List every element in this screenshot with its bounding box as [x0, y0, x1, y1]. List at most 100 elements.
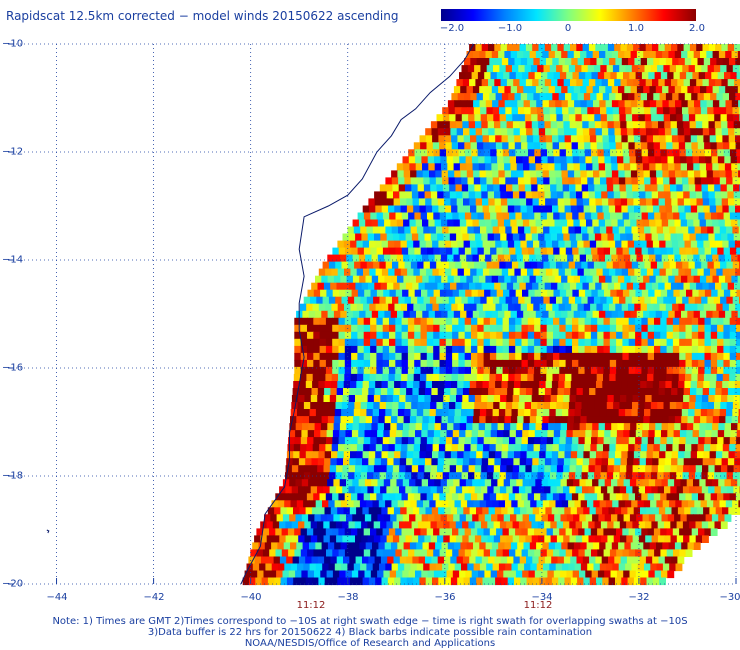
wind-cell: [499, 261, 507, 270]
wind-cell: [630, 100, 638, 108]
wind-cell: [287, 528, 295, 536]
wind-cell: [503, 514, 511, 522]
wind-cell: [336, 535, 343, 543]
wind-cell: [522, 254, 530, 263]
wind-cell: [282, 570, 290, 579]
wind-cell: [464, 317, 472, 326]
wind-cell: [331, 451, 338, 459]
wind-cell: [658, 507, 666, 515]
wind-cell: [428, 479, 435, 487]
wind-cell: [734, 240, 740, 249]
wind-cell: [558, 240, 566, 249]
wind-cell: [470, 142, 478, 150]
wind-cell: [693, 479, 700, 487]
wind-cell: [457, 303, 465, 312]
wind-cell: [505, 409, 513, 417]
wind-cell: [631, 563, 639, 572]
wind-cell: [504, 254, 511, 263]
wind-cell: [731, 219, 738, 228]
wind-cell: [463, 303, 471, 312]
wind-cell: [393, 233, 400, 242]
wind-cell: [373, 486, 381, 494]
wind-cell: [358, 423, 366, 431]
wind-cell: [332, 493, 339, 501]
wind-cell: [716, 93, 724, 101]
wind-cell: [356, 268, 364, 277]
wind-cell: [676, 191, 684, 199]
wind-cell: [686, 479, 694, 487]
wind-cell: [694, 296, 702, 305]
wind-cell: [430, 465, 438, 473]
wind-cell: [679, 317, 687, 326]
wind-cell: [371, 254, 379, 263]
wind-cell: [394, 451, 401, 459]
wind-cell: [515, 331, 523, 340]
wind-cell: [649, 163, 657, 171]
wind-cell: [411, 472, 419, 480]
wind-cell: [344, 493, 352, 501]
wind-cell: [561, 51, 569, 59]
wind-cell: [685, 324, 693, 333]
wind-cell: [634, 240, 641, 249]
wind-cell: [492, 409, 500, 417]
wind-cell: [661, 570, 668, 579]
wind-cell: [371, 275, 379, 284]
wind-cell: [676, 486, 684, 494]
wind-cell: [593, 226, 601, 235]
wind-cell: [706, 51, 714, 59]
wind-cell: [385, 226, 393, 235]
wind-cell: [291, 521, 299, 529]
wind-cell: [694, 226, 702, 235]
wind-cell: [728, 135, 736, 143]
wind-cell: [490, 156, 498, 164]
wind-cell: [631, 261, 639, 270]
wind-cell: [610, 570, 618, 579]
wind-cell: [443, 395, 451, 403]
wind-cell: [734, 507, 740, 515]
wind-cell: [511, 563, 519, 572]
wind-cell: [359, 275, 367, 284]
wind-cell: [553, 324, 560, 333]
wind-cell: [581, 402, 589, 410]
wind-cell: [496, 549, 504, 557]
wind-cell: [500, 191, 508, 199]
wind-cell: [498, 500, 506, 508]
wind-cell: [424, 233, 432, 242]
wind-cell: [594, 65, 601, 73]
wind-cell: [351, 437, 359, 445]
wind-cell: [731, 423, 738, 431]
wind-cell: [574, 100, 581, 108]
wind-cell: [673, 149, 680, 157]
wind-cell: [563, 282, 571, 291]
wind-cell: [482, 507, 490, 515]
wind-cell: [361, 282, 369, 291]
wind-cell: [347, 409, 355, 417]
wind-cell: [704, 289, 712, 298]
wind-cell: [559, 331, 567, 340]
wind-cell: [399, 556, 407, 565]
wind-cell: [540, 345, 548, 354]
wind-cell: [495, 444, 503, 452]
wind-cell: [414, 437, 422, 445]
wind-cell: [710, 352, 718, 361]
wind-cell: [524, 184, 532, 192]
wind-cell: [458, 247, 466, 256]
wind-cell: [481, 121, 489, 129]
wind-cell: [451, 444, 459, 452]
wind-cell: [693, 514, 700, 522]
wind-cell: [371, 514, 379, 522]
wind-cell: [648, 72, 656, 80]
wind-cell: [540, 549, 548, 557]
wind-cell: [629, 72, 637, 80]
wind-cell: [402, 430, 410, 438]
wind-cell: [680, 254, 688, 263]
wind-cell: [710, 373, 718, 382]
wind-cell: [339, 423, 347, 431]
wind-cell: [474, 296, 481, 305]
wind-cell: [704, 212, 712, 221]
wind-cell: [486, 500, 493, 508]
wind-cell: [433, 549, 441, 557]
wind-cell: [594, 114, 602, 122]
wind-cell: [668, 163, 675, 171]
wind-cell: [299, 303, 307, 312]
